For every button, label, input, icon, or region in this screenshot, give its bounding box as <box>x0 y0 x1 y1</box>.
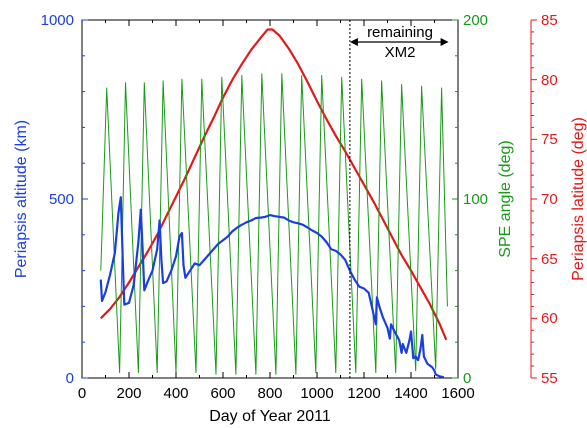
ticks-layer <box>81 19 459 379</box>
x-tick-label: 1400 <box>394 385 427 402</box>
x-tick-label: 800 <box>257 385 282 402</box>
plot-area <box>81 19 459 379</box>
x-axis: 0 200 400 600 800 1000 1200 1400 1600 <box>78 385 475 402</box>
latitude-tick-label: 60 <box>541 310 558 327</box>
x-tick-label: 400 <box>163 385 188 402</box>
annotation-line-1: remaining <box>367 24 433 41</box>
latitude-series-line <box>100 28 448 341</box>
series-layer <box>99 28 448 379</box>
spe-axis: 0 100 200 <box>463 12 488 387</box>
latitude-ticks <box>531 19 537 379</box>
latitude-tick-label: 75 <box>541 131 558 148</box>
x-tick-label: 200 <box>116 385 141 402</box>
arrow-head-left <box>349 38 358 46</box>
remaining-xm2-annotation: remaining XM2 <box>349 20 449 378</box>
x-tick-label: 1600 <box>441 385 474 402</box>
spe-axis-title: SPE angle (deg) <box>497 140 514 257</box>
altitude-tick-label: 0 <box>66 370 74 387</box>
altitude-axis-title: Periapsis altitude (km) <box>13 120 30 278</box>
spe-tick-label: 100 <box>463 191 488 208</box>
x-tick-label: 0 <box>78 385 86 402</box>
latitude-tick-label: 80 <box>541 72 558 89</box>
latitude-tick-label: 55 <box>541 370 558 387</box>
x-tick-label: 1200 <box>347 385 380 402</box>
x-tick-label: 600 <box>210 385 235 402</box>
latitude-tick-label: 85 <box>541 12 558 29</box>
latitude-tick-label: 65 <box>541 251 558 268</box>
spe-tick-label: 200 <box>463 12 488 29</box>
latitude-axis: 55 60 65 70 75 80 85 <box>530 12 558 387</box>
altitude-axis: 0 500 1000 <box>41 12 74 387</box>
x-axis-title: Day of Year 2011 <box>209 408 331 425</box>
altitude-tick-label: 1000 <box>41 12 74 29</box>
latitude-axis-title: Periapsis latitude (deg) <box>570 117 587 281</box>
altitude-series-line <box>99 196 445 379</box>
plot-frame <box>81 19 459 379</box>
annotation-line-2: XM2 <box>385 44 416 61</box>
spe-tick-label: 0 <box>463 370 471 387</box>
x-tick-label: 1000 <box>300 385 333 402</box>
latitude-tick-label: 70 <box>541 191 558 208</box>
altitude-tick-label: 500 <box>49 191 74 208</box>
spe-series-line <box>100 73 448 375</box>
arrow-head-right <box>440 38 449 46</box>
